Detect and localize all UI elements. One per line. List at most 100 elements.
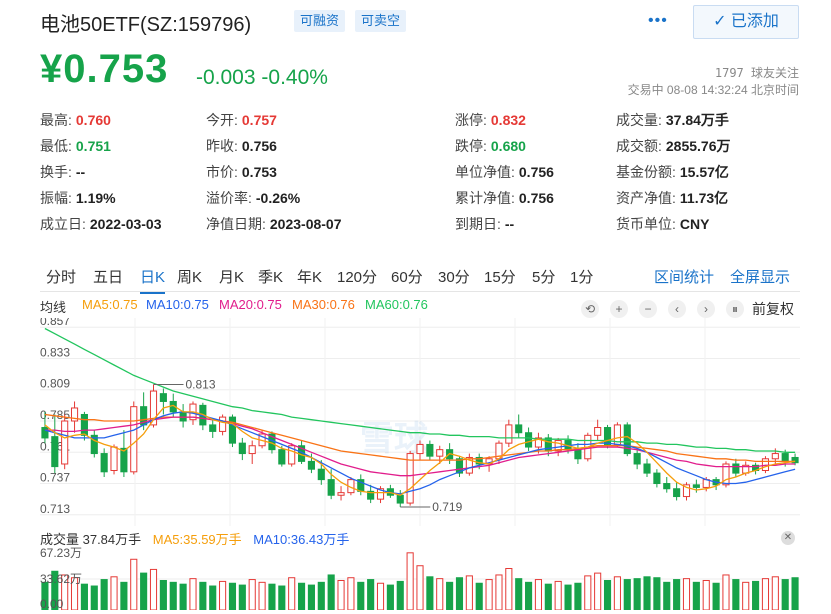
stat-label: 跌停: <box>455 138 487 154</box>
candle-body <box>70 407 79 422</box>
volume-bar <box>278 585 286 610</box>
candle <box>673 482 681 501</box>
volume-bar <box>426 576 434 610</box>
candle <box>623 422 631 457</box>
candle-body <box>228 416 237 444</box>
tab-period[interactable]: 季K <box>258 269 284 286</box>
tab-period[interactable]: 月K <box>219 269 245 286</box>
volume-bar <box>692 581 700 610</box>
stat-label: 今开: <box>206 112 238 128</box>
tab-period[interactable]: 年K <box>297 269 323 286</box>
zoom-in-icon[interactable]: + <box>610 300 628 318</box>
tab-period[interactable]: 分时 <box>46 269 77 286</box>
volume-bar <box>495 574 503 610</box>
candle-body <box>633 453 641 465</box>
volume-bar <box>781 579 789 610</box>
stat-value: 0.751 <box>75 138 111 154</box>
stat-item: 跌停: 0.680 <box>455 136 526 156</box>
tab-period[interactable]: 15分 <box>484 269 516 286</box>
stat-value: CNY <box>679 216 710 232</box>
followers-count[interactable]: 1797 球友关注 <box>714 66 799 80</box>
candle-body <box>554 440 562 452</box>
tab-period[interactable]: 日K <box>140 266 166 294</box>
candle <box>653 469 661 488</box>
stat-label: 涨停: <box>455 112 487 128</box>
stat-label: 溢价率: <box>206 190 252 206</box>
volume-min-label: 0.00 <box>40 597 64 610</box>
candle-body <box>692 484 700 488</box>
pause-icon[interactable]: ⏸ <box>726 300 744 318</box>
tab-period[interactable]: 五日 <box>93 269 124 286</box>
stat-value: 0.760 <box>75 112 111 128</box>
candle <box>613 422 621 448</box>
candle <box>436 445 444 464</box>
short-sell-tag: 可卖空 <box>355 10 407 32</box>
stat-item: 到期日: -- <box>455 214 514 234</box>
candle-body <box>722 463 730 486</box>
tab-period[interactable]: 5分 <box>532 269 556 286</box>
candle-body <box>594 427 602 436</box>
stat-item: 昨收: 0.756 <box>206 136 277 156</box>
volume-bar <box>307 584 315 610</box>
volume-bar <box>297 582 306 610</box>
volume-bar <box>525 581 533 610</box>
candle-body <box>317 468 325 481</box>
y-tick-label: 0.833 <box>40 345 70 359</box>
candle-body <box>61 420 69 465</box>
candle-body <box>416 443 424 455</box>
more-icon[interactable]: ••• <box>648 12 668 29</box>
candle-body <box>367 490 375 500</box>
candle <box>100 448 108 478</box>
volume-bar <box>169 581 177 610</box>
volume-bar <box>534 579 543 610</box>
ma-legend-item: MA60:0.76 <box>365 297 428 312</box>
ma-line-ma60 <box>44 327 796 453</box>
candle-body <box>219 416 227 432</box>
volume-bar <box>633 578 641 610</box>
adjust-mode[interactable]: 前复权 <box>752 301 794 317</box>
stat-item: 成交量: 37.84万手 <box>616 110 729 130</box>
volume-bar <box>209 585 217 610</box>
stat-value: 15.57亿 <box>679 164 729 180</box>
ma-line-ma10 <box>44 411 796 495</box>
candle-body <box>682 484 691 498</box>
ma-legend-item: MA20:0.75 <box>219 297 282 312</box>
reset-icon[interactable]: ⟲ <box>581 300 599 318</box>
candle-body <box>791 456 799 464</box>
stat-item: 最高: 0.760 <box>40 110 111 130</box>
stat-label: 资产净值: <box>616 190 676 206</box>
zoom-out-icon[interactable]: − <box>639 300 657 318</box>
volume-bar <box>386 584 394 610</box>
candle-body <box>238 442 246 455</box>
tab-period[interactable]: 60分 <box>391 269 423 286</box>
y-tick-label: 0.737 <box>40 471 70 485</box>
candle <box>179 404 187 428</box>
stat-label: 最低: <box>40 138 72 154</box>
tab-period[interactable]: 120分 <box>337 269 378 286</box>
price-annotation: 0.813 <box>153 378 216 392</box>
stat-label: 成立日: <box>40 216 86 232</box>
tab-period[interactable]: 30分 <box>438 269 470 286</box>
candle <box>41 411 49 444</box>
ma-legend-item: MA10:0.75 <box>146 297 209 312</box>
tab-period[interactable]: 1分 <box>570 269 594 286</box>
prev-icon[interactable]: ‹ <box>668 300 686 318</box>
fullscreen-link[interactable]: 全屏显示 <box>730 269 791 286</box>
candlestick-chart[interactable]: 0.8570.8330.8090.7850.7610.7370.713雪球0.8… <box>40 318 800 526</box>
volume-bar <box>238 584 246 610</box>
candle <box>228 414 237 448</box>
stat-label: 振幅: <box>40 190 72 206</box>
added-watchlist-button[interactable]: ✓ 已添加 <box>693 5 799 39</box>
tab-period[interactable]: 周K <box>177 269 203 286</box>
candle-body <box>663 483 671 490</box>
next-icon[interactable]: › <box>697 300 715 318</box>
candle-body <box>51 436 59 468</box>
close-volume-icon[interactable]: ✕ <box>781 531 795 545</box>
stat-item: 市价: 0.753 <box>206 162 277 182</box>
volume-bar <box>149 568 158 610</box>
candle-body <box>603 427 612 445</box>
candle-body <box>288 445 296 465</box>
range-stats-link[interactable]: 区间统计 <box>654 269 715 286</box>
volume-bar <box>791 577 799 610</box>
volume-label: 成交量 37.84万手 <box>40 532 142 547</box>
